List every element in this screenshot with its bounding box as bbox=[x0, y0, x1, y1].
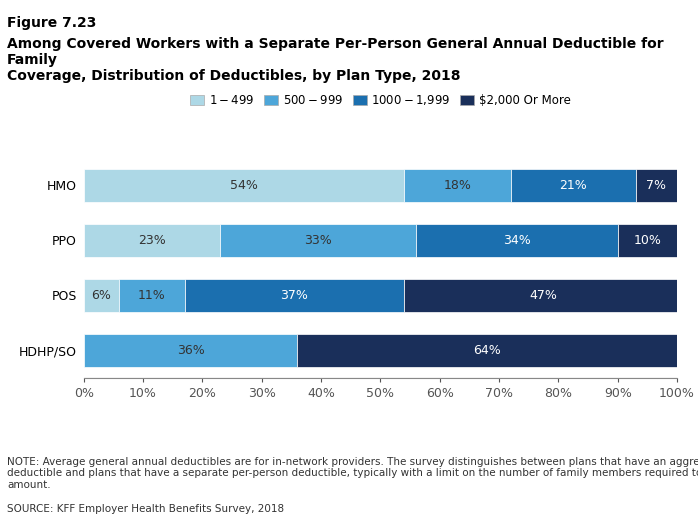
Bar bbox=[618, 224, 677, 257]
Bar bbox=[84, 169, 404, 202]
Bar bbox=[404, 169, 511, 202]
Text: NOTE: Average general annual deductibles are for in-network providers. The surve: NOTE: Average general annual deductibles… bbox=[7, 457, 698, 490]
Bar bbox=[84, 279, 119, 312]
Bar bbox=[221, 224, 416, 257]
Bar bbox=[416, 224, 618, 257]
Text: 23%: 23% bbox=[138, 234, 166, 247]
Bar bbox=[511, 169, 635, 202]
Text: 34%: 34% bbox=[503, 234, 530, 247]
Text: 33%: 33% bbox=[304, 234, 332, 247]
Text: 21%: 21% bbox=[559, 178, 587, 192]
Text: Figure 7.23: Figure 7.23 bbox=[7, 16, 96, 30]
Text: SOURCE: KFF Employer Health Benefits Survey, 2018: SOURCE: KFF Employer Health Benefits Sur… bbox=[7, 504, 284, 514]
Bar bbox=[404, 279, 683, 312]
Text: 47%: 47% bbox=[530, 289, 558, 302]
Bar bbox=[119, 279, 184, 312]
Text: 11%: 11% bbox=[138, 289, 166, 302]
Text: 18%: 18% bbox=[444, 178, 471, 192]
Text: 6%: 6% bbox=[91, 289, 112, 302]
Text: 10%: 10% bbox=[634, 234, 661, 247]
Text: 54%: 54% bbox=[230, 178, 258, 192]
Text: 37%: 37% bbox=[281, 289, 309, 302]
Bar bbox=[635, 169, 677, 202]
Bar bbox=[297, 334, 677, 367]
Bar bbox=[184, 279, 404, 312]
Bar bbox=[84, 334, 297, 367]
Text: 7%: 7% bbox=[646, 178, 667, 192]
Bar bbox=[84, 224, 221, 257]
Legend: $1 - $499, $500 - $999, $1000 - $1,999, $2,000 Or More: $1 - $499, $500 - $999, $1000 - $1,999, … bbox=[190, 93, 571, 107]
Text: 64%: 64% bbox=[473, 344, 501, 357]
Text: Among Covered Workers with a Separate Per-Person General Annual Deductible for F: Among Covered Workers with a Separate Pe… bbox=[7, 37, 664, 83]
Text: 36%: 36% bbox=[177, 344, 205, 357]
